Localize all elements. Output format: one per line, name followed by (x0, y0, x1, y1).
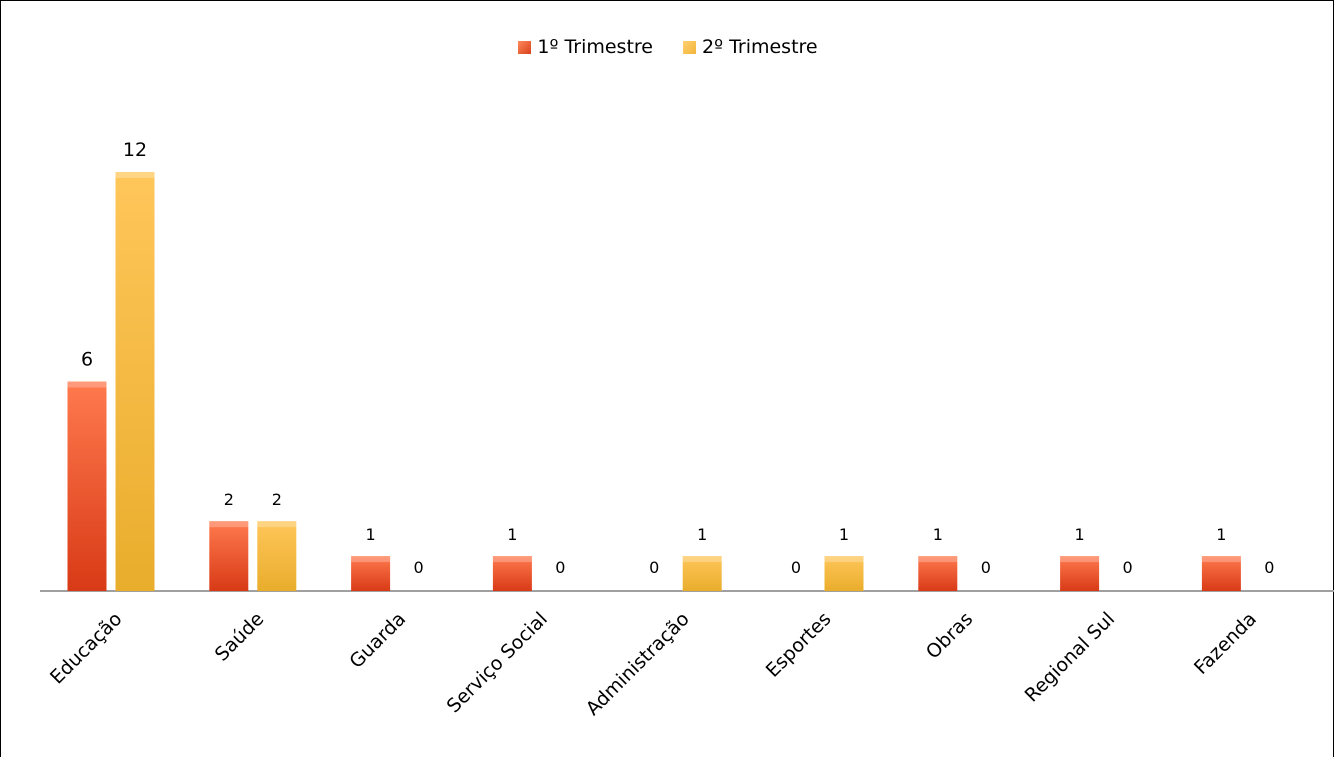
bar-1-2 (351, 556, 391, 591)
bar-2-1 (257, 521, 297, 591)
bar-highlight-1-3 (492, 556, 532, 563)
category-label-1: Saúde (211, 608, 269, 666)
bar-2-4 (682, 556, 722, 591)
bar-2-5 (824, 556, 864, 591)
value-label-2-4: 1 (697, 525, 707, 544)
bar-highlight-2-4 (682, 556, 722, 563)
value-label-1-5: 0 (791, 558, 801, 577)
value-label-2-0: 12 (123, 139, 147, 161)
bar-1-7 (1060, 556, 1100, 591)
bar-1-8 (1201, 556, 1241, 591)
bar-1-6 (918, 556, 958, 591)
legend-item-series-1: 1º Trimestre (518, 36, 653, 58)
value-label-1-4: 0 (649, 558, 659, 577)
value-label-1-0: 6 (81, 349, 93, 371)
legend-label-series-2: 2º Trimestre (702, 36, 818, 58)
value-label-2-2: 0 (414, 558, 424, 577)
value-label-1-1: 2 (224, 490, 234, 509)
category-label-6: Obras (922, 608, 977, 663)
value-label-2-3: 0 (555, 558, 565, 577)
bar-highlight-1-2 (351, 556, 391, 563)
chart-legend: 1º Trimestre 2º Trimestre (0, 36, 1336, 58)
category-label-2: Guarda (345, 608, 410, 673)
category-label-0: Educação (46, 608, 127, 689)
value-label-1-3: 1 (507, 525, 517, 544)
category-label-3: Serviço Social (443, 608, 552, 717)
bar-highlight-1-7 (1060, 556, 1100, 563)
value-label-2-8: 0 (1264, 558, 1274, 577)
value-label-1-8: 1 (1216, 525, 1226, 544)
category-label-5: Esportes (762, 608, 836, 682)
legend-swatch-series-2 (683, 40, 696, 54)
bar-highlight-2-5 (824, 556, 864, 563)
value-label-2-5: 1 (839, 525, 849, 544)
legend-label-series-1: 1º Trimestre (537, 36, 653, 58)
legend-item-series-2: 2º Trimestre (683, 36, 818, 58)
category-label-4: Administração (582, 608, 694, 720)
bar-highlight-1-0 (67, 381, 107, 388)
bar-1-1 (209, 521, 249, 591)
value-label-1-7: 1 (1075, 525, 1085, 544)
bar-highlight-1-1 (209, 521, 249, 528)
bar-highlight-1-6 (918, 556, 958, 563)
category-label-8: Fazenda (1190, 608, 1261, 679)
value-label-2-1: 2 (272, 490, 282, 509)
value-label-1-2: 1 (366, 525, 376, 544)
bar-highlight-2-0 (115, 172, 155, 178)
bar-1-3 (492, 556, 532, 591)
legend-swatch-series-1 (518, 40, 532, 54)
value-label-2-7: 0 (1123, 558, 1133, 577)
bar-2-0 (115, 172, 155, 591)
category-label-7: Regional Sul (1021, 608, 1120, 707)
value-label-2-6: 0 (981, 558, 991, 577)
bar-highlight-1-8 (1201, 556, 1241, 563)
value-label-1-6: 1 (933, 525, 943, 544)
bar-highlight-2-1 (257, 521, 297, 528)
bar-1-0 (67, 381, 107, 591)
